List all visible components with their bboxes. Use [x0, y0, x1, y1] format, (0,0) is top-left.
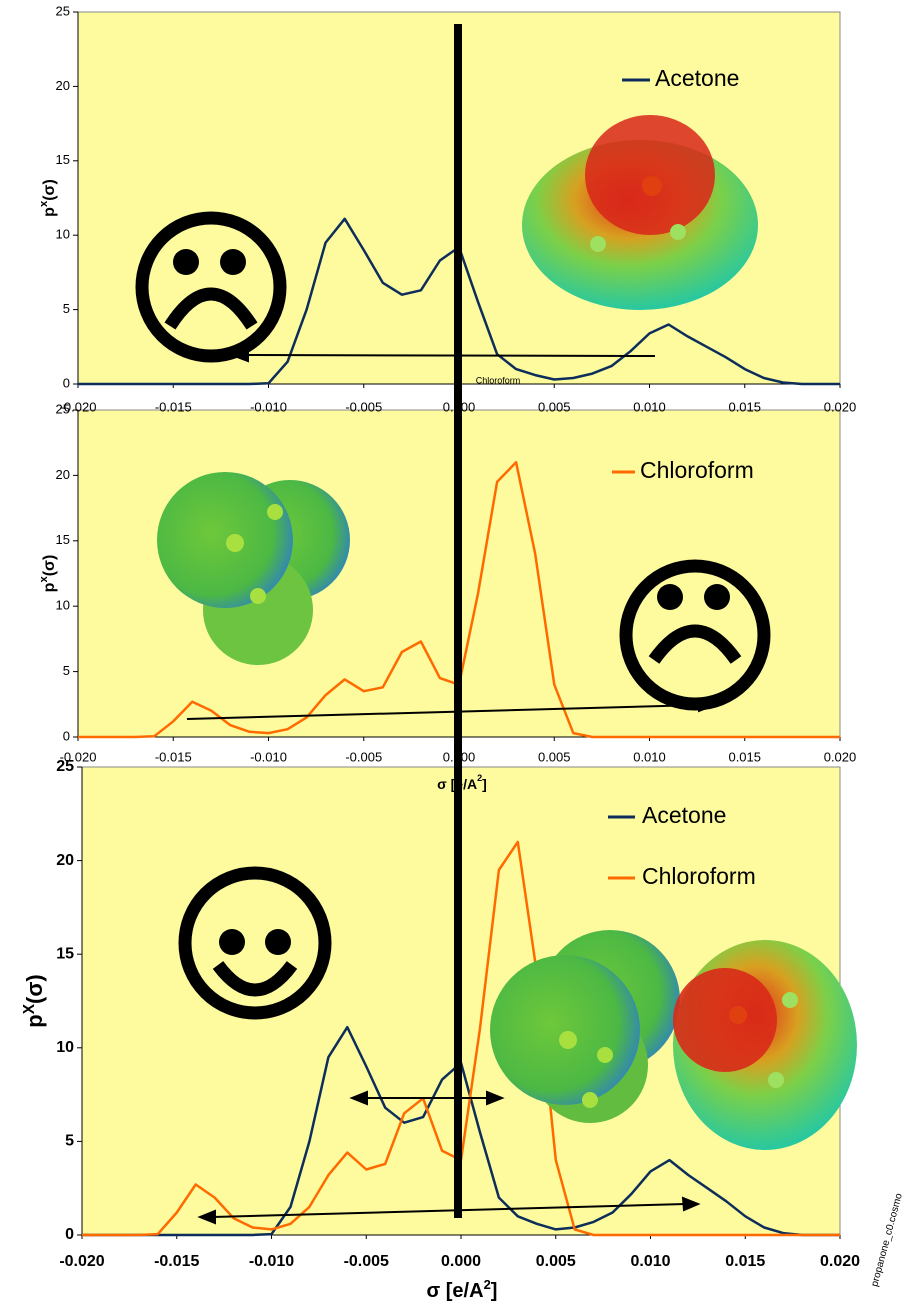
- x-tick-label: 0.015: [728, 399, 761, 414]
- y-label-sup: x: [38, 576, 50, 583]
- zero-bar: [454, 24, 462, 1218]
- axis-label: σ [e/A2]: [427, 1277, 498, 1302]
- legend-label: Acetone: [642, 802, 726, 828]
- axis-label: px(σ): [38, 555, 58, 593]
- x-label-end: ]: [491, 1280, 498, 1302]
- x-tick-label: -0.020: [60, 399, 97, 414]
- y-label-sup: X: [21, 1003, 38, 1014]
- x-tick-label: -0.020: [59, 1253, 104, 1270]
- x-tick-label: 0.000: [441, 1253, 481, 1270]
- y-tick-label: 15: [56, 152, 70, 167]
- y-tick-label: 0: [63, 375, 70, 390]
- y-tick-label: 10: [56, 1039, 74, 1056]
- eye: [173, 249, 199, 275]
- x-tick-label: -0.005: [345, 749, 382, 764]
- eye: [657, 584, 683, 610]
- chloroform-molecule: [490, 930, 680, 1123]
- y-label: p: [41, 207, 58, 217]
- chloroform-molecule: [157, 472, 350, 665]
- x-tick-label: -0.020: [60, 749, 97, 764]
- y-tick-label: 5: [65, 1133, 74, 1150]
- y-label-end: (σ): [41, 179, 58, 201]
- decorations: [135, 24, 857, 1225]
- y-label-sup: x: [38, 200, 50, 207]
- y-tick-label: 5: [63, 301, 70, 316]
- legend-label: Chloroform: [640, 457, 754, 483]
- x-tick-label: 0.005: [536, 1253, 576, 1270]
- x-tick-label: -0.010: [249, 1253, 294, 1270]
- y-tick-label: 20: [56, 78, 70, 93]
- y-tick-label: 5: [63, 663, 70, 678]
- sad-face: [619, 559, 771, 711]
- y-label: p: [41, 582, 58, 592]
- x-tick-label: -0.015: [154, 1253, 199, 1270]
- x-tick-label: 0.020: [824, 749, 857, 764]
- annotation: Chloroform: [476, 375, 521, 385]
- x-tick-label: 0.010: [630, 1253, 670, 1270]
- y-label-end: (σ): [22, 974, 47, 1004]
- x-tick-label: 0.005: [538, 399, 571, 414]
- y-tick-label: 15: [56, 532, 70, 547]
- x-tick-label: -0.015: [155, 749, 192, 764]
- acetone-molecule: [522, 115, 758, 310]
- x-tick-label: -0.005: [345, 399, 382, 414]
- y-tick-label: 25: [56, 401, 70, 416]
- x-tick-label: 0.010: [633, 749, 666, 764]
- x-tick-label: 0.020: [820, 1253, 860, 1270]
- x-tick-label: -0.015: [155, 399, 192, 414]
- y-tick-label: 10: [56, 227, 70, 242]
- x-tick-label: 0.010: [633, 399, 666, 414]
- sad-face: [135, 211, 287, 363]
- y-tick-label: 0: [65, 1226, 74, 1243]
- eye: [704, 584, 730, 610]
- x-label-sup: 2: [484, 1277, 491, 1292]
- annotation: propanone_c0.cosmo: [869, 1192, 904, 1288]
- y-tick-label: 25: [56, 758, 74, 775]
- y-tick-label: 15: [56, 945, 74, 962]
- x-tick-label: 0.005: [538, 749, 571, 764]
- eye: [219, 929, 245, 955]
- x-tick-label: -0.010: [250, 749, 287, 764]
- x-label-end: ]: [482, 776, 487, 792]
- x-label: σ [e/A: [427, 1280, 484, 1302]
- x-tick-label: -0.010: [250, 399, 287, 414]
- y-tick-label: 20: [56, 467, 70, 482]
- axis-label: pX(σ): [21, 974, 47, 1027]
- y-label: p: [22, 1014, 47, 1027]
- acetone-molecule: [673, 940, 857, 1150]
- legend-label: Chloroform: [642, 863, 756, 889]
- eye: [265, 929, 291, 955]
- y-tick-label: 0: [63, 728, 70, 743]
- eye: [220, 249, 246, 275]
- x-label-sup: 2: [477, 773, 482, 783]
- y-tick-label: 20: [56, 852, 74, 869]
- x-tick-label: 0.015: [728, 749, 761, 764]
- axis-label: px(σ): [38, 179, 58, 217]
- y-label-end: (σ): [41, 555, 58, 577]
- y-tick-label: 10: [56, 598, 70, 613]
- arrows: [186, 347, 717, 1225]
- x-tick-label: 0.015: [725, 1253, 765, 1270]
- x-tick-label: -0.005: [344, 1253, 389, 1270]
- y-tick-label: 25: [56, 3, 70, 18]
- x-tick-label: 0.020: [824, 399, 857, 414]
- happy-face: [178, 866, 332, 1020]
- legend-label: Acetone: [655, 65, 739, 91]
